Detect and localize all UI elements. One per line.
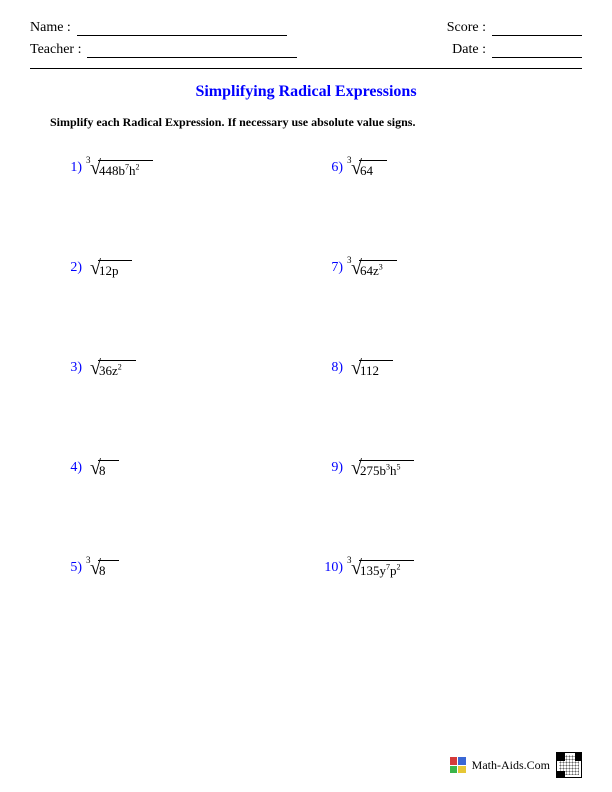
radical-index: 3 [347, 555, 352, 565]
problem: 7) 3√64z3 [321, 254, 582, 354]
problem-number: 6) [321, 154, 343, 176]
date-field: Date : [452, 42, 582, 58]
name-label: Name : [30, 20, 71, 36]
footer: Math-Aids.Com [450, 752, 582, 778]
radical: 3√448b7h2 [90, 158, 153, 179]
problem: 9) √275b3h5 [321, 454, 582, 554]
problem: 8) √112 [321, 354, 582, 454]
radicand: 135y7p2 [359, 560, 415, 579]
radicand: 8 [98, 460, 120, 479]
teacher-label: Teacher : [30, 42, 81, 58]
radical-index: 3 [86, 555, 91, 565]
instructions: Simplify each Radical Expression. If nec… [50, 115, 582, 130]
problem: 4) √8 [60, 454, 321, 554]
problem-number: 4) [60, 454, 82, 476]
problem: 6) 3√64 [321, 154, 582, 254]
radical: √112 [351, 358, 393, 379]
radical: √275b3h5 [351, 458, 414, 479]
problem-number: 1) [60, 154, 82, 176]
header-divider [30, 68, 582, 69]
radical: √8 [90, 458, 119, 479]
page-title: Simplifying Radical Expressions [30, 83, 582, 101]
radical: 3√64z3 [351, 258, 397, 279]
radical-index: 3 [347, 255, 352, 265]
radicand: 36z2 [98, 360, 136, 379]
logo-icon [450, 757, 466, 773]
problem: 2) √12p [60, 254, 321, 354]
radicand: 112 [359, 360, 393, 379]
footer-site: Math-Aids.Com [472, 758, 550, 773]
radical: 3√135y7p2 [351, 558, 414, 579]
radicand: 12p [98, 260, 133, 279]
teacher-field: Teacher : [30, 42, 297, 58]
radical: 3√8 [90, 558, 119, 579]
radical: √12p [90, 258, 132, 279]
score-field: Score : [447, 20, 582, 36]
problem: 3) √36z2 [60, 354, 321, 454]
radicand: 64 [359, 160, 387, 179]
problem-number: 10) [321, 554, 343, 576]
problem: 10) 3√135y7p2 [321, 554, 582, 654]
problem: 1) 3√448b7h2 [60, 154, 321, 254]
teacher-line[interactable] [87, 57, 297, 58]
problems-grid: 1) 3√448b7h2 6) 3√64 2) √12p 7) 3√64z3 3) √36z2 8)… [30, 154, 582, 654]
date-label: Date : [452, 42, 486, 58]
name-line[interactable] [77, 35, 287, 36]
radicand: 8 [98, 560, 120, 579]
problem-number: 2) [60, 254, 82, 276]
name-field: Name : [30, 20, 287, 36]
qrcode-icon [556, 752, 582, 778]
radicand: 64z3 [359, 260, 397, 279]
problem-number: 3) [60, 354, 82, 376]
date-line[interactable] [492, 57, 582, 58]
radical: 3√64 [351, 158, 387, 179]
radical-index: 3 [86, 155, 91, 165]
problem-number: 9) [321, 454, 343, 476]
radicand: 275b3h5 [359, 460, 415, 479]
score-line[interactable] [492, 35, 582, 36]
radical-index: 3 [347, 155, 352, 165]
problem-number: 7) [321, 254, 343, 276]
radical: √36z2 [90, 358, 136, 379]
radicand: 448b7h2 [98, 160, 154, 179]
score-label: Score : [447, 20, 486, 36]
problem-number: 8) [321, 354, 343, 376]
problem-number: 5) [60, 554, 82, 576]
problem: 5) 3√8 [60, 554, 321, 654]
